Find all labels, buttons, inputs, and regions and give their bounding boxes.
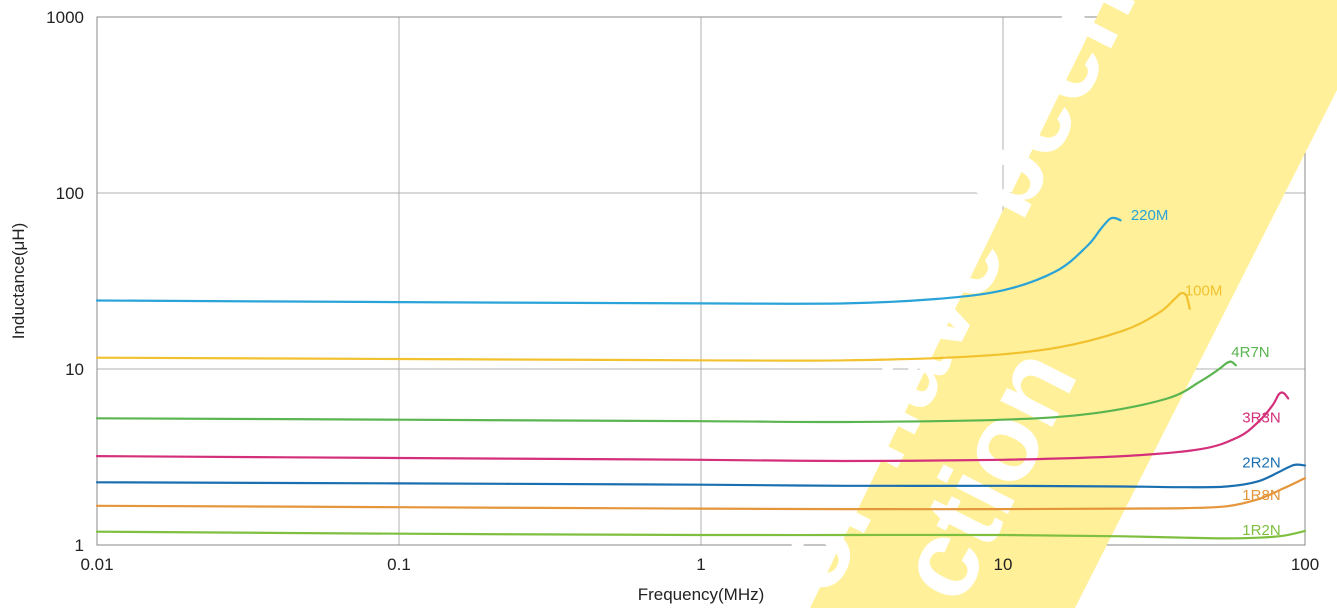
series-line-1r8n [95,477,1307,511]
x-axis-title: Frequency(MHz) [638,585,765,604]
series-line-220m [95,216,1122,305]
series-labels: 220M 100M 4R7N 3R3N 2R2N 1R8N 1R2N [1131,207,1281,539]
x-tick-label: 1 [696,555,705,574]
series-lines [95,216,1307,540]
series-label-3r3n: 3R3N [1242,410,1280,427]
x-tick-label: 10 [994,555,1013,574]
y-tick-label: 1000 [46,8,84,27]
series-line-1r2n [95,530,1307,540]
x-axis-ticks: 0.01 0.1 1 10 100 [80,555,1319,574]
series-label-100m: 100M [1185,282,1223,299]
series-line-4r7n [95,360,1237,424]
series-line-100m [95,291,1191,362]
series-label-1r8n: 1R8N [1242,487,1280,504]
x-tick-label: 100 [1291,555,1319,574]
y-tick-label: 10 [65,360,84,379]
y-tick-label: 100 [56,184,84,203]
y-axis-ticks: 1 10 100 1000 [46,8,84,555]
plot-frame [96,16,1306,546]
series-label-4r7n: 4R7N [1231,344,1269,361]
series-line-2r2n [95,463,1307,489]
series-label-2r2n: 2R2N [1242,454,1280,471]
series-label-1r2n: 1R2N [1242,522,1280,539]
series-line-3r3n [95,391,1290,463]
series-label-220m: 220M [1131,207,1169,224]
y-axis-title: Inductance(μH) [9,223,28,340]
x-tick-label: 0.01 [80,555,113,574]
x-tick-label: 0.1 [387,555,411,574]
y-tick-label: 1 [75,536,84,555]
watermark-band [810,0,1337,608]
